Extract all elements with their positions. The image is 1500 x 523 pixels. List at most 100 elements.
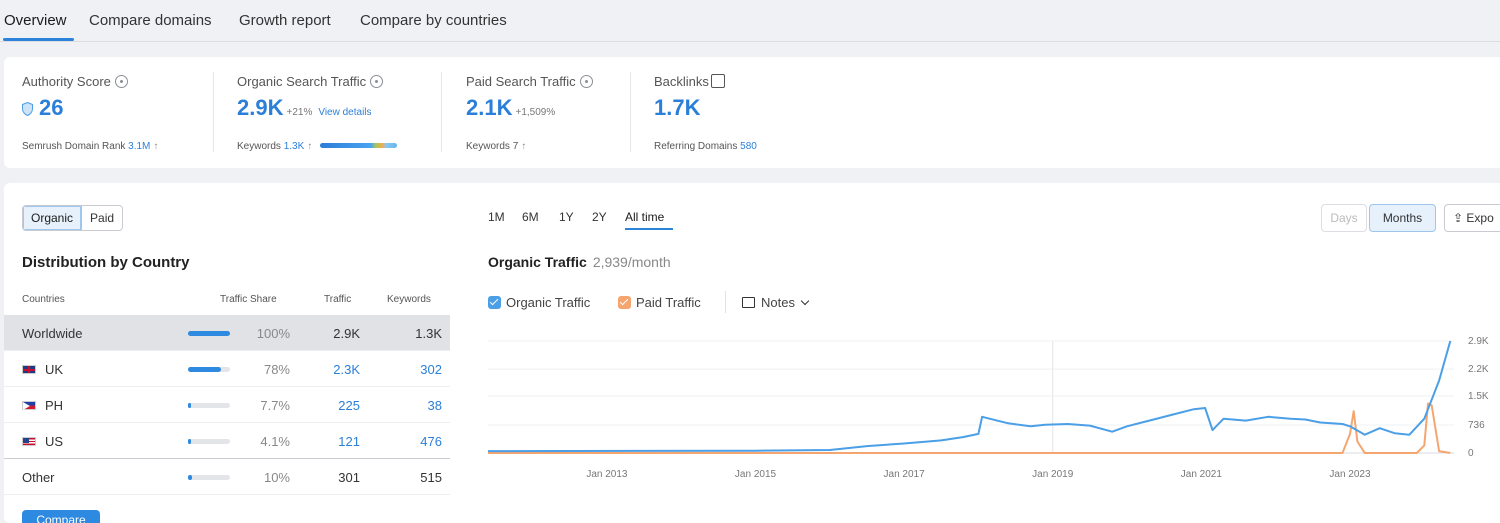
traffic-share-fill <box>188 331 230 336</box>
traffic-value: 301 <box>338 470 360 485</box>
paid-traffic-label: Paid Search Traffic <box>466 74 576 89</box>
traffic-share-header[interactable]: Traffic Share <box>220 294 277 305</box>
notes-label: Notes <box>761 295 795 310</box>
x-tick-label: Jan 2021 <box>1181 469 1223 480</box>
organic-traffic-chart[interactable]: 2.9K 2.2K 1.5K 736 0 Jan 2013 Jan 2015 Jan 2017… <box>4 183 1500 523</box>
series-line-organic-traffic <box>487 340 1452 453</box>
range-2y[interactable]: 2Y <box>592 210 607 224</box>
keywords-header[interactable]: Keywords <box>387 294 431 305</box>
organic-traffic-value[interactable]: 2.9K <box>237 95 284 120</box>
x-tick-label: Jan 2013 <box>586 469 628 480</box>
backlinks-value[interactable]: 1.7K <box>654 95 701 120</box>
y-tick-label: 2.2K <box>1468 364 1489 375</box>
y-tick-label: 0 <box>1468 448 1474 459</box>
country-name: US <box>45 434 64 449</box>
traffic-share-value: 100% <box>256 326 290 341</box>
divider <box>630 72 631 152</box>
tab-growth-report[interactable]: Growth report <box>239 12 331 29</box>
flag-ph-icon <box>22 401 36 410</box>
divider <box>441 72 442 152</box>
chart-title: Organic Traffic <box>488 254 587 270</box>
arrow-up-icon: ↑ <box>521 141 527 152</box>
range-1m[interactable]: 1M <box>488 210 505 224</box>
traffic-value[interactable]: 2.3K <box>333 362 360 377</box>
days-button[interactable]: Days <box>1321 204 1367 232</box>
info-icon[interactable] <box>579 75 593 88</box>
arrow-up-icon: ↑ <box>153 141 159 152</box>
legend-paid-label: Paid Traffic <box>636 295 701 310</box>
paid-toggle[interactable]: Paid <box>90 211 115 225</box>
checkbox-icon[interactable] <box>488 296 501 309</box>
range-6m[interactable]: 6M <box>522 210 539 224</box>
keywords-value: 1.3K <box>415 326 442 341</box>
countries-header: Countries <box>22 294 65 305</box>
paid-traffic-delta: +1,509% <box>515 107 556 118</box>
tab-overview[interactable]: Overview <box>4 12 67 29</box>
export-button[interactable]: ⇪ Expo <box>1444 204 1500 232</box>
traffic-share-bar <box>188 367 230 372</box>
traffic-value[interactable]: 225 <box>338 398 360 413</box>
view-details-link[interactable]: View details <box>318 107 372 118</box>
traffic-share-fill <box>188 475 192 480</box>
traffic-header[interactable]: Traffic <box>324 294 352 305</box>
keywords-value[interactable]: 302 <box>420 362 442 377</box>
notes-dropdown[interactable]: Notes <box>742 295 810 310</box>
table-row[interactable]: PH 7.7% 225 38 <box>4 387 450 423</box>
referring-domains-label: Referring Domains <box>654 141 738 152</box>
active-range-indicator <box>625 228 673 230</box>
x-tick-label: Jan 2023 <box>1329 469 1371 480</box>
months-button[interactable]: Months <box>1369 204 1436 232</box>
traffic-value[interactable]: 121 <box>338 434 360 449</box>
tab-compare-domains[interactable]: Compare domains <box>89 12 212 29</box>
tab-compare-by-countries[interactable]: Compare by countries <box>360 12 507 29</box>
external-link-icon[interactable] <box>710 74 725 88</box>
y-tick-label: 1.5K <box>1468 391 1489 402</box>
checkbox-icon[interactable] <box>618 296 631 309</box>
keywords-value[interactable]: 1.3K <box>283 141 305 152</box>
active-tab-indicator <box>3 38 74 41</box>
table-row[interactable]: Other 10% 301 515 <box>4 459 450 495</box>
country-name: Worldwide <box>22 326 83 341</box>
legend-paid[interactable]: Paid Traffic <box>618 295 701 310</box>
compare-button[interactable]: Compare <box>22 510 100 523</box>
x-tick-label: Jan 2017 <box>884 469 926 480</box>
traffic-share-value: 4.1% <box>260 434 290 449</box>
table-row[interactable]: US 4.1% 121 476 <box>4 423 450 459</box>
shield-icon <box>22 102 33 116</box>
table-row[interactable]: Worldwide 100% 2.9K 1.3K <box>4 315 450 351</box>
traffic-value: 2.9K <box>333 326 360 341</box>
keywords-value[interactable]: 38 <box>427 398 442 413</box>
keywords-value[interactable]: 7 <box>512 141 519 152</box>
traffic-share-bar <box>188 439 230 444</box>
info-icon[interactable] <box>370 75 384 88</box>
x-tick-label: Jan 2019 <box>1032 469 1074 480</box>
series-line-paid-traffic <box>488 402 1451 454</box>
traffic-share-fill <box>188 367 221 372</box>
info-icon[interactable] <box>114 75 128 88</box>
table-row[interactable]: UK 78% 2.3K 302 <box>4 351 450 387</box>
range-1y[interactable]: 1Y <box>559 210 574 224</box>
range-all-time[interactable]: All time <box>625 210 665 224</box>
organic-toggle[interactable]: Organic <box>23 206 83 230</box>
y-tick-label: 2.9K <box>1468 336 1489 347</box>
note-icon <box>742 297 755 308</box>
divider <box>725 291 726 313</box>
keywords-value[interactable]: 476 <box>420 434 442 449</box>
domain-rank-label: Semrush Domain Rank <box>22 141 126 152</box>
paid-traffic-value[interactable]: 2.1K <box>466 95 513 120</box>
main-panel: Organic Paid Distribution by Country Cou… <box>4 183 1500 523</box>
y-tick-label: 736 <box>1468 420 1485 431</box>
traffic-share-fill <box>188 403 191 408</box>
authority-score-value: 26 <box>39 95 64 120</box>
traffic-share-value: 78% <box>263 362 290 377</box>
country-name: PH <box>45 398 64 413</box>
legend-organic[interactable]: Organic Traffic <box>488 295 590 310</box>
domain-rank-value[interactable]: 3.1M <box>128 141 151 152</box>
arrow-up-icon: ↑ <box>307 141 313 152</box>
referring-domains-value[interactable]: 580 <box>740 141 757 152</box>
keywords-value: 515 <box>420 470 442 485</box>
backlinks-label: Backlinks <box>654 74 709 89</box>
tab-bar: Overview Compare domains Growth report C… <box>0 0 1500 42</box>
traffic-share-value: 7.7% <box>260 398 290 413</box>
legend-organic-label: Organic Traffic <box>506 295 591 310</box>
